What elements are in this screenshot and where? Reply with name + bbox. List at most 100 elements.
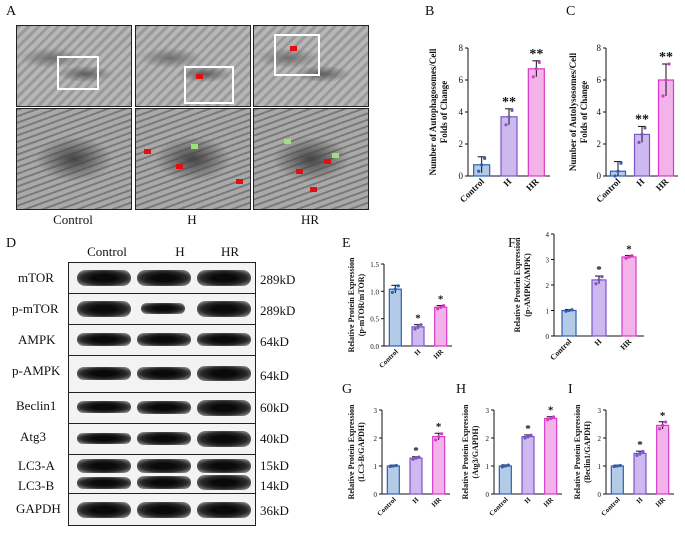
data-point xyxy=(439,305,443,309)
em-hr-zoom xyxy=(253,108,369,210)
autolysosome-marker xyxy=(284,139,291,144)
panel-letter-i: I xyxy=(568,382,573,397)
y-tick-label: 1.5 xyxy=(370,261,379,269)
chart-beclin1-gapdh: 0 1 2 3 Relative Protein Expression (Beclin1/… xyxy=(573,404,674,518)
blot-lane-p-mtor xyxy=(69,294,255,325)
autophagosome-marker xyxy=(196,74,203,79)
blot-label-gapdh: GAPDH xyxy=(16,501,61,516)
bar-h xyxy=(633,452,647,495)
autolysosome-marker xyxy=(191,144,198,149)
category-label: HR xyxy=(654,176,671,193)
data-point xyxy=(393,287,397,291)
blot-kd-atg3: 40kD xyxy=(260,431,289,446)
data-point xyxy=(615,464,619,468)
data-point xyxy=(510,108,514,112)
bar-control xyxy=(610,465,624,495)
data-point xyxy=(388,464,392,469)
blot-col-h: H xyxy=(175,244,185,259)
panel-letter-b: B xyxy=(425,4,435,19)
data-point xyxy=(600,274,604,279)
data-point xyxy=(635,453,639,457)
y-tick-label: 1 xyxy=(374,463,378,471)
category-label: HR xyxy=(619,337,634,352)
zoom-box-h xyxy=(184,66,234,104)
y-axis-label: Folds of Change xyxy=(579,81,589,144)
significance-label: * xyxy=(637,439,643,451)
autophagosome-marker xyxy=(144,149,151,154)
data-point xyxy=(564,309,568,313)
em-control-zoom xyxy=(16,108,132,210)
data-point xyxy=(500,465,504,469)
data-point xyxy=(442,303,446,308)
y-axis-label: Relative Protein Expression xyxy=(513,237,522,332)
data-point xyxy=(643,126,647,130)
category-label: HR xyxy=(430,495,444,509)
blot-label-lc3-a: LC3-A xyxy=(18,458,55,473)
y-tick-label: 1.0 xyxy=(370,288,379,296)
y-axis-label: (Beclin1/GAPDH) xyxy=(583,421,592,483)
y-tick-label: 0.0 xyxy=(370,343,379,351)
data-point xyxy=(416,325,420,329)
zoom-box-control xyxy=(57,56,99,90)
y-tick-label: 4 xyxy=(546,231,550,239)
data-point xyxy=(664,420,668,424)
blot-lane-p-ampk xyxy=(69,356,255,393)
significance-label: ** xyxy=(635,112,649,127)
y-tick-label: 0 xyxy=(486,491,490,499)
data-point xyxy=(440,432,444,436)
category-label: Control xyxy=(600,496,622,518)
blot-label-p-ampk: p-AMPK xyxy=(12,363,61,378)
autophagosome-marker xyxy=(310,187,317,192)
bar-h xyxy=(409,457,423,495)
blot-col-hr: HR xyxy=(220,244,240,259)
y-tick-label: 4 xyxy=(459,107,464,117)
data-point xyxy=(619,161,623,165)
data-point xyxy=(506,463,510,467)
y-tick-label: 3 xyxy=(486,407,490,415)
bar-hr xyxy=(432,435,446,495)
autophagosome-marker xyxy=(290,46,297,51)
y-tick-label: 2 xyxy=(546,282,550,290)
data-point xyxy=(507,115,511,119)
y-axis-label: Number of Autolysosomes/Cell xyxy=(568,52,578,171)
category-label: Control xyxy=(488,496,510,518)
y-axis-label: Folds of Change xyxy=(439,81,449,144)
category-label: H xyxy=(523,495,533,505)
data-point xyxy=(434,438,438,442)
bar-h xyxy=(591,279,607,337)
em-h-zoom xyxy=(135,108,251,210)
y-tick-label: 3 xyxy=(374,407,378,415)
bar-hr xyxy=(656,424,670,495)
significance-label: * xyxy=(660,410,666,422)
blot-kd-beclin1: 60kD xyxy=(260,400,289,415)
bar-control xyxy=(386,465,400,495)
significance-label: * xyxy=(626,243,632,255)
category-label: H xyxy=(501,176,513,188)
panel-letter-e: E xyxy=(342,236,351,251)
autolysosome-marker xyxy=(332,153,339,158)
data-point xyxy=(396,284,400,288)
panel-letter-f: F xyxy=(508,236,516,251)
blot-membrane xyxy=(68,262,256,526)
y-tick-label: 0 xyxy=(459,171,464,181)
data-point xyxy=(417,455,421,459)
y-tick-label: 3 xyxy=(546,257,550,265)
bar-control xyxy=(561,309,577,337)
data-point xyxy=(549,416,553,420)
chart-p-mtor-mtor: 0.0 0.5 1.0 1.5 Relative Protein Expression(… xyxy=(347,257,452,370)
blot-label-lc3-b: LC3-B xyxy=(18,478,55,493)
data-point xyxy=(477,169,481,173)
bar-control xyxy=(498,465,512,495)
y-tick-label: 2 xyxy=(459,139,464,149)
y-axis-label: Relative Protein Expression xyxy=(347,404,356,499)
blot-kd-mtor: 289kD xyxy=(260,272,296,287)
bar-hr xyxy=(527,68,545,177)
data-point xyxy=(531,75,535,79)
category-label: H xyxy=(413,347,423,357)
blot-lane-beclin1 xyxy=(69,393,255,424)
blot-label-mtor: mTOR xyxy=(18,270,54,285)
data-point xyxy=(437,435,441,439)
data-point xyxy=(483,156,487,160)
data-point xyxy=(594,282,598,286)
blot-label-atg3: Atg3 xyxy=(20,429,46,444)
